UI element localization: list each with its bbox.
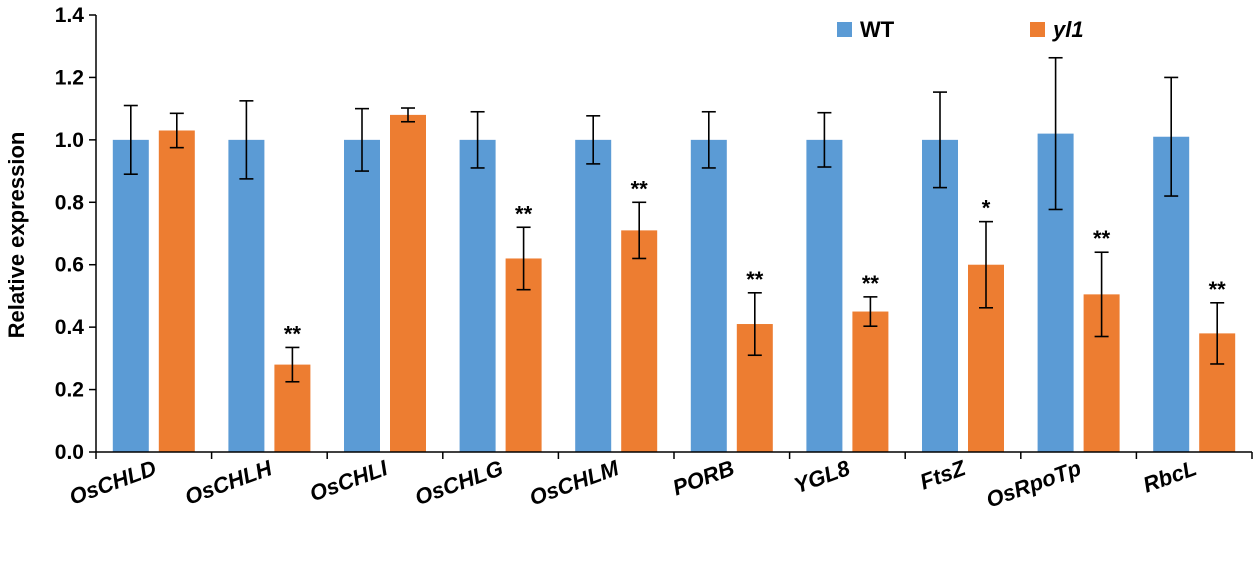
- bar-yl1-oschli: [390, 114, 426, 452]
- y-tick-label: 0.4: [55, 316, 85, 339]
- legend-swatch-yl1: [1030, 22, 1045, 37]
- bar-yl1-ygl8: [852, 311, 889, 452]
- x-tick-label: FtsZ: [917, 455, 971, 495]
- y-tick-label: 1.2: [55, 66, 84, 89]
- bar-wt-ftsz: [922, 139, 958, 452]
- bar-wt-oschlg: [459, 139, 496, 452]
- x-tick-label: OsCHLI: [306, 455, 391, 506]
- x-tick-label: PORB: [669, 455, 737, 500]
- x-tick-label: OsRpoTp: [983, 455, 1085, 512]
- significance-marker: **: [1209, 277, 1227, 302]
- significance-marker: *: [982, 196, 991, 221]
- y-axis: 0.0 0.2 0.4 0.6 0.8 1.0 1.2 1.4: [55, 4, 97, 464]
- y-axis-label: Relative expression: [4, 132, 29, 339]
- bar-wt-oschlm: [575, 139, 612, 452]
- y-tick-label: 0.2: [55, 379, 84, 402]
- significance-marker: **: [1093, 226, 1111, 251]
- significance-marker: **: [631, 176, 649, 201]
- x-tick-label: OsCHLG: [412, 455, 507, 510]
- legend-label-wt: WT: [860, 17, 895, 42]
- legend-swatch-wt: [837, 22, 852, 37]
- x-tick-label: OsCHLH: [182, 455, 277, 510]
- y-tick-label: 0.8: [55, 191, 85, 214]
- significance-marker: **: [746, 267, 764, 292]
- bars: [112, 114, 1236, 452]
- bar-wt-porb: [690, 139, 727, 452]
- significance-marker: **: [862, 271, 880, 296]
- x-tick-label: RbcL: [1140, 455, 1200, 497]
- y-tick-label: 0.0: [55, 441, 84, 464]
- bar-wt-oschli: [344, 139, 380, 452]
- bar-wt-ygl8: [806, 139, 843, 452]
- x-tick-label: YGL8: [791, 455, 854, 498]
- legend-label-yl1: yl1: [1052, 17, 1084, 42]
- significance-markers: ******** *******: [284, 176, 1226, 346]
- significance-marker: **: [515, 201, 533, 226]
- significance-marker: **: [284, 321, 302, 346]
- y-tick-label: 1.4: [55, 4, 85, 27]
- y-tick-label: 0.6: [55, 254, 84, 277]
- y-tick-label: 1.0: [55, 129, 84, 152]
- bar-yl1-oschlm: [621, 230, 658, 452]
- bar-yl1-oschld: [158, 130, 195, 452]
- bar-wt-oschld: [112, 139, 149, 452]
- bar-yl1-oschlg: [505, 258, 542, 452]
- bar-wt-oschlh: [228, 139, 265, 452]
- x-axis: OsCHLD OsCHLH OsCHLI OsCHLG OsCHLM PORB YGL8 Ft…: [66, 451, 1253, 513]
- x-tick-label: OsCHLM: [526, 455, 622, 510]
- error-bars: [123, 56, 1225, 383]
- legend: WT yl1: [837, 17, 1084, 42]
